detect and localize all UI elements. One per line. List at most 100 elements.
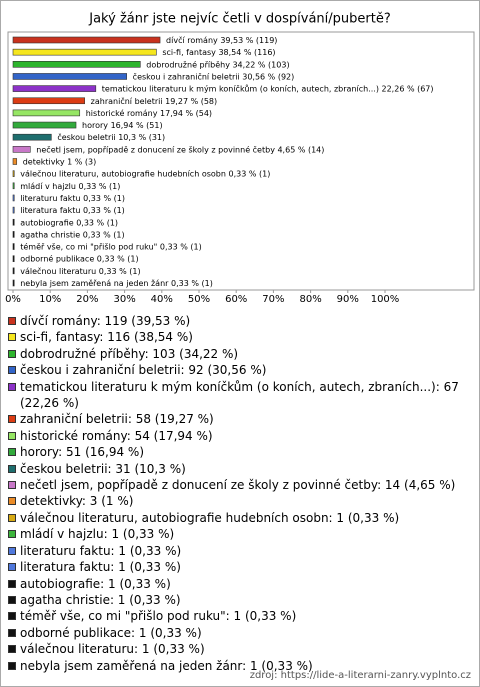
legend-item: dívčí romány: 119 (39,53 %) (8, 313, 474, 329)
legend-swatch (8, 333, 16, 342)
bar-label-value: 0,33 % (1) (83, 230, 125, 239)
x-tick-label: 60% (225, 294, 247, 305)
legend-swatch (8, 513, 16, 522)
legend-item: českou beletrii: 31 (10,3 %) (8, 461, 474, 477)
bar-label: českou beletrii 10,3 % (31) (57, 132, 165, 142)
bar-label: tematickou literaturu k mým koníčkům (o … (102, 83, 434, 93)
legend-swatch (8, 448, 16, 457)
bar (12, 194, 15, 202)
legend-label: českou i zahraniční beletrii: 92 (30,56 … (20, 363, 267, 378)
bar-label: horory 16,94 % (51) (82, 121, 163, 130)
bar (12, 206, 15, 214)
bar (12, 48, 157, 56)
legend-label: tematickou literaturu k mým koníčkům (o … (20, 379, 459, 411)
bar-label-name: literaturu faktu (20, 193, 80, 202)
bar-label-name: válečnou literaturu (20, 265, 96, 275)
bar-label: dobrodružné příběhy 34,22 % (103) (146, 59, 289, 69)
legend-label: literatura faktu: 1 (0,33 %) (20, 560, 181, 575)
legend-label: mládí v hajzlu: 1 (0,33 %) (20, 527, 175, 542)
bar (12, 218, 15, 226)
bar-label: agatha christie 0,33 % (1) (20, 230, 124, 239)
source: zdroj: https://lide-a-literarni-zanry.vy… (249, 670, 471, 681)
legend-label: téměř vše, co mi "přišlo pod ruku": 1 (0… (20, 609, 297, 624)
bar-label-value: 34,22 % (103) (232, 60, 289, 69)
legend-swatch (8, 349, 16, 358)
bar-label-name: autobiografie (20, 218, 74, 227)
bar-label: literatura faktu 0,33 % (1) (20, 206, 125, 215)
bar-label-value: 39,53 % (119) (220, 36, 277, 45)
legend-item: válečnou literaturu, autobiografie hudeb… (8, 510, 474, 526)
bar (12, 243, 15, 250)
legend-item: zahraniční beletrii: 58 (19,27 %) (8, 411, 474, 427)
bar-label: téměř vše, co mi "přišlo pod ruku" 0,33 … (20, 241, 202, 251)
legend-item: nebyla jsem zaměřená na jeden žánr: 1 (0… (8, 658, 474, 674)
legend-label: agatha christie: 1 (0,33 %) (20, 592, 181, 607)
legend-item: horory: 51 (16,94 %) (8, 444, 474, 460)
bar-label: českou i zahraniční beletrii 30,56 % (92… (133, 71, 295, 81)
bar-label-value: 17,94 % (54) (160, 108, 212, 117)
legend-swatch (8, 661, 16, 670)
bar-label: dívčí romány 39,53 % (119) (166, 35, 277, 45)
bar-label-name: zahraniční beletrii (91, 95, 163, 105)
legend-swatch (8, 464, 16, 473)
bar-label-value: 10,3 % (31) (118, 133, 165, 142)
bar (12, 36, 161, 44)
legend-label: historické romány: 54 (17,94 %) (20, 428, 213, 443)
bar-label-value: 0,33 % (1) (79, 181, 121, 190)
bar-label: nebyla jsem zaměřená na jeden žánr 0,33 … (20, 279, 213, 288)
legend-label: detektivky: 3 (1 %) (20, 494, 134, 509)
legend-label: českou beletrii: 31 (10,3 %) (20, 461, 186, 476)
x-tick-label: 0% (5, 294, 21, 305)
bar-label-name: dobrodružné příběhy (146, 59, 230, 69)
legend-label: literaturu faktu: 1 (0,33 %) (20, 543, 182, 558)
bar-label: válečnou literaturu, autobiografie hudeb… (20, 168, 270, 178)
bar-label: autobiografie 0,33 % (1) (20, 218, 118, 227)
x-tick-label: 20% (76, 294, 98, 305)
bar-label: odborné publikace 0,33 % (1) (20, 253, 138, 263)
bar-label-name: odborné publikace (20, 253, 94, 263)
legend-item: literatura faktu: 1 (0,33 %) (8, 559, 474, 575)
bar-label-name: českou i zahraniční beletrii (133, 71, 240, 81)
legend-item: sci-fi, fantasy: 116 (38,54 %) (8, 329, 474, 345)
bar-label-name: tematickou literaturu k mým koníčkům (o … (102, 83, 379, 93)
bar (12, 255, 15, 262)
legend-label: sci-fi, fantasy: 116 (38,54 %) (20, 330, 193, 345)
bar-label-value: 16,94 % (51) (111, 121, 163, 130)
legend-swatch (8, 366, 16, 375)
bar-label-value: 0,33 % (1) (97, 254, 139, 263)
bar-label-value: 0,33 % (1) (99, 266, 141, 275)
bar-label-value: 0,33 % (1) (83, 206, 125, 215)
bar-label-name: agatha christie (20, 230, 80, 239)
bar (12, 60, 141, 68)
bar-label: nečetl jsem, popřípadě z donucení ze ško… (36, 144, 324, 154)
legend-item: agatha christie: 1 (0,33 %) (8, 592, 474, 608)
legend-label: nebyla jsem zaměřená na jeden žánr: 1 (0… (20, 658, 313, 673)
x-tick-label: 10% (39, 294, 61, 305)
bar (12, 279, 15, 287)
bar (12, 109, 81, 117)
legend-label: autobiografie: 1 (0,33 %) (20, 576, 171, 591)
bar-label-value: 0,33 % (1) (83, 193, 125, 202)
legend-label: nečetl jsem, popřípadě z donucení ze ško… (20, 478, 456, 493)
bar (12, 170, 15, 177)
x-tick-label: 30% (113, 294, 135, 305)
bar-label-value: 0,33 % (1) (228, 169, 270, 178)
legend-swatch (8, 563, 16, 572)
bar-label-value: 0,33 % (1) (160, 242, 202, 251)
bar-label-value: 4,65 % (14) (277, 145, 324, 154)
legend-swatch (8, 595, 16, 604)
bar (12, 158, 18, 165)
bar-label-name: literatura faktu (20, 206, 80, 215)
bar (12, 73, 127, 80)
legend-swatch (8, 645, 16, 654)
bar-label-value: 38,54 % (116) (218, 48, 275, 57)
bar-label-name: horory (82, 121, 108, 130)
legend-item: odborné publikace: 1 (0,33 %) (8, 625, 474, 641)
bar-label-value: 19,27 % (58) (165, 96, 217, 105)
bar (12, 85, 97, 92)
bar-label-name: sci-fi, fantasy (162, 48, 216, 57)
x-tick-label: 50% (188, 294, 210, 305)
bar-label-value: 22,26 % (67) (382, 84, 434, 93)
bar (12, 146, 31, 153)
